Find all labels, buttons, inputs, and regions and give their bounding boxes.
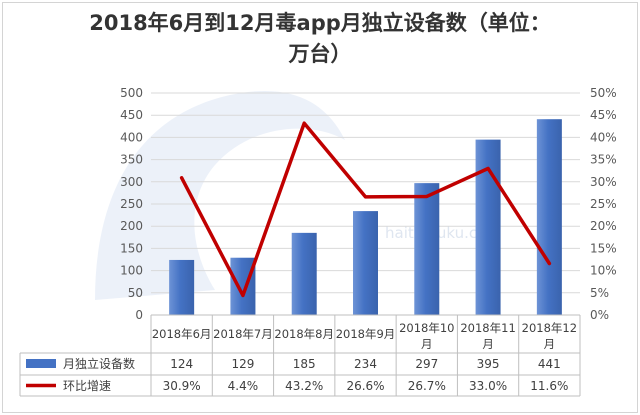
line-point (425, 194, 429, 198)
category-label: 2018年7月 (213, 327, 273, 341)
category-label: 2018年12 月 (522, 321, 577, 351)
watermark-dolphin-shape (95, 91, 345, 300)
chart-title-line1: 2018年6月到12月毒app月独立设备数（单位： (89, 11, 551, 35)
y-right-tick-label: 45% (590, 108, 617, 122)
y-left-tick-label: 350 (120, 153, 143, 167)
table-value-bar: 234 (354, 357, 377, 371)
table-value-bar: 124 (170, 357, 193, 371)
y-right-tick-label: 15% (590, 241, 617, 255)
y-right-tick-label: 25% (590, 197, 617, 211)
y-right-tick-label: 40% (590, 130, 617, 144)
y-right-tick-label: 0% (590, 308, 609, 322)
y-right-tick-label: 5% (590, 286, 609, 300)
line-series (179, 121, 552, 298)
line-point (486, 166, 490, 170)
y-left-tick-label: 300 (120, 175, 143, 189)
watermark: haitunjuku.com (95, 91, 501, 300)
y-left-tick-label: 0 (135, 308, 143, 322)
category-label: 2018年6月 (152, 327, 212, 341)
category-label: 2018年10 月 (399, 321, 454, 351)
y-axis-left: 0 50 100 150 200 250 300 350 400 450 500 (120, 86, 143, 322)
y-right-tick-label: 20% (590, 219, 617, 233)
bar (475, 139, 501, 315)
line-point (241, 293, 245, 297)
watermark-text: haitunjuku.com (385, 224, 501, 242)
y-axis-right: 0% 5% 10% 15% 20% 25% 30% 35% 40% 45% 50% (590, 86, 617, 322)
bar (353, 211, 378, 315)
table-value-bar: 441 (538, 357, 561, 371)
legend-label-bar: 月独立设备数 (63, 356, 135, 371)
line-point (364, 195, 367, 199)
y-left-tick-label: 250 (120, 197, 143, 211)
table-value-bar: 395 (477, 357, 500, 371)
legend-label-line: 环比增速 (63, 379, 111, 393)
category-label: 2018年8月 (274, 327, 334, 341)
table-value-bar: 297 (415, 357, 438, 371)
legend-swatch-bar (26, 359, 56, 368)
y-left-tick-label: 150 (120, 241, 143, 255)
table-value-bar: 185 (293, 357, 316, 371)
table-value-line: 26.7% (408, 379, 446, 393)
bar-series (169, 119, 562, 315)
y-left-tick-label: 500 (120, 86, 143, 100)
y-left-tick-label: 100 (120, 264, 143, 278)
category-label: 2018年11 月 (460, 321, 515, 351)
y-right-tick-label: 30% (590, 175, 617, 189)
bar (414, 183, 440, 315)
table-value-line: 26.6% (346, 379, 384, 393)
y-left-tick-label: 400 (120, 130, 143, 144)
table-value-line: 33.0% (469, 379, 507, 393)
y-right-tick-label: 35% (590, 153, 617, 167)
table-value-line: 30.9% (163, 379, 201, 393)
table-value-line: 4.4% (228, 379, 259, 393)
bar (536, 119, 562, 315)
bar (291, 232, 317, 315)
line-point (302, 121, 306, 125)
chart-title: 2018年6月到12月毒app月独立设备数（单位： 万台） (0, 8, 640, 70)
y-left-tick-label: 200 (120, 219, 143, 233)
chart-title-line2: 万台） (288, 42, 352, 66)
line-point (547, 261, 551, 265)
data-table: 2018年6月 2018年7月 2018年8月 2018年9月 2018年10 月2018… (19, 314, 581, 397)
y-right-tick-label: 50% (590, 86, 617, 100)
table-value-line: 11.6% (530, 379, 568, 393)
y-left-tick-label: 450 (120, 108, 143, 122)
bar (169, 259, 195, 315)
y-right-tick-label: 10% (590, 264, 617, 278)
y-left-tick-label: 50 (128, 286, 143, 300)
line-point (180, 176, 184, 180)
table-value-bar: 129 (231, 357, 254, 371)
table-value-line: 43.2% (285, 379, 323, 393)
category-label: 2018年9月 (336, 327, 396, 341)
